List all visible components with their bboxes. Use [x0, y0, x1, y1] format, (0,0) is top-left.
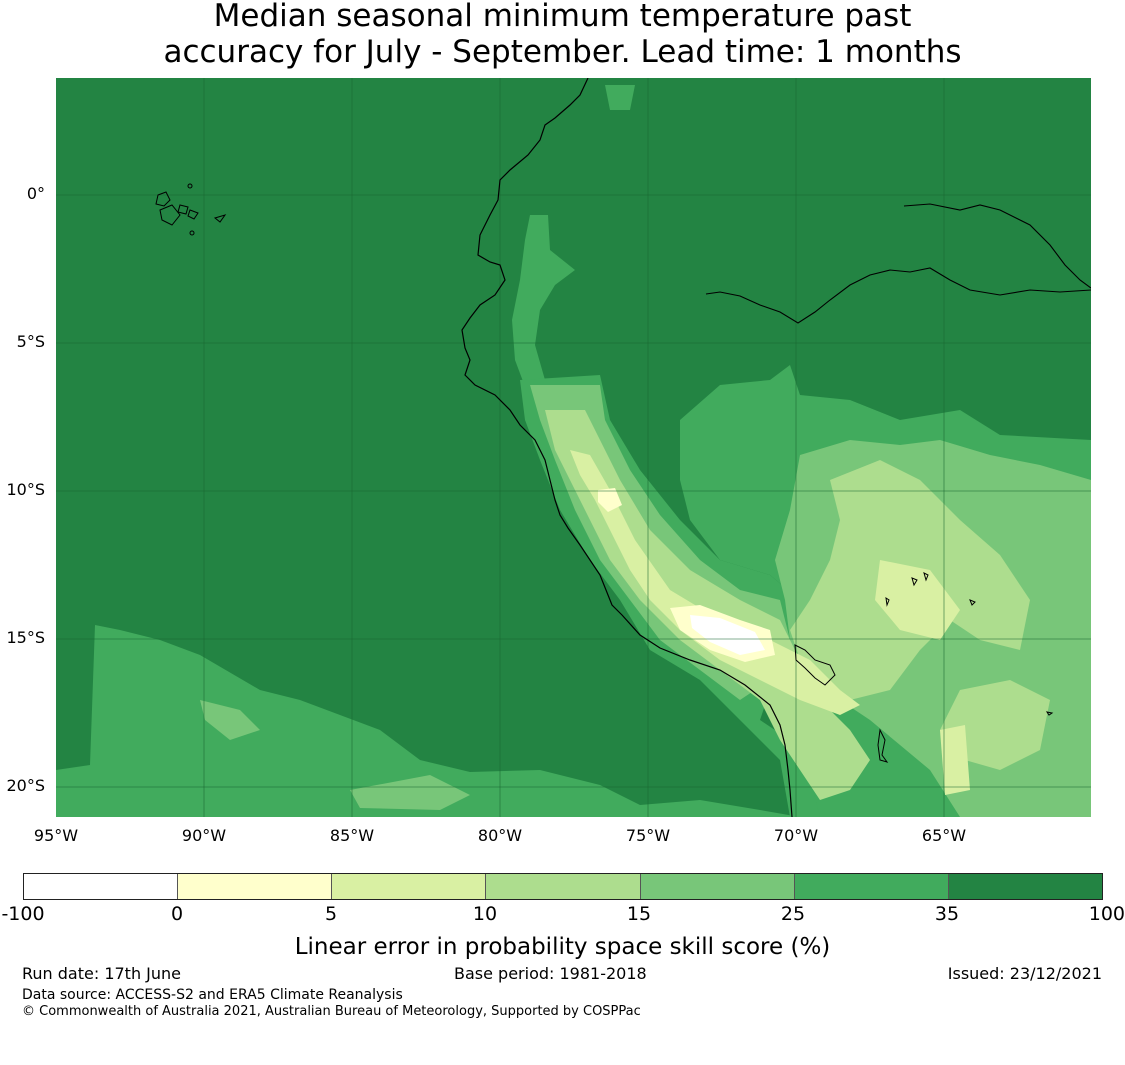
- lon-label-65w: 65°W: [921, 826, 967, 845]
- coastline: [461, 78, 793, 817]
- andes-white-core: [690, 615, 765, 655]
- lat-label-5s: 5°S: [16, 332, 45, 351]
- colorbar-segment: [948, 874, 1102, 899]
- colorbar-segment: [794, 874, 949, 899]
- run-date: Run date: 17th June: [22, 964, 182, 983]
- south-pale: [940, 725, 970, 795]
- colorbar-tick: 5: [324, 903, 338, 925]
- north-near-white: [598, 488, 622, 512]
- lon-label-80w: 80°W: [477, 826, 523, 845]
- river-north: [903, 203, 1091, 289]
- lat-label-0: 0°: [26, 184, 45, 203]
- north-andes-mid: [512, 215, 575, 400]
- colorbar-tick: 25: [780, 903, 806, 925]
- lon-label-90w: 90°W: [181, 826, 227, 845]
- colorbar-tick: 10: [472, 903, 498, 925]
- data-source: Data source: ACCESS-S2 and ERA5 Climate …: [22, 987, 403, 1003]
- colorbar-segment: [640, 874, 795, 899]
- ocean-light-band-2: [350, 775, 470, 810]
- issued-date: Issued: 23/12/2021: [947, 964, 1102, 983]
- map-title-line-2: accuracy for July - September. Lead time…: [163, 34, 962, 70]
- lakes: [794, 572, 1054, 763]
- andes-light: [545, 410, 870, 800]
- colorbar-segment: [332, 874, 487, 899]
- north-andes-mid-2: [605, 85, 635, 110]
- east-pale: [875, 560, 960, 640]
- south-light: [940, 680, 1050, 770]
- lon-label-85w: 85°W: [329, 826, 375, 845]
- colorbar-label: Linear error in probability space skill …: [294, 934, 831, 960]
- colorbar-tick: 15: [626, 903, 652, 925]
- colorbar-tick: 0: [170, 903, 184, 925]
- colorbar-segment: [486, 874, 641, 899]
- colorbar-segment: [178, 874, 333, 899]
- base-period: Base period: 1981-2018: [454, 964, 647, 983]
- grid-lines: [56, 78, 1091, 817]
- colorbar: [23, 873, 1103, 900]
- copyright: © Commonwealth of Australia 2021, Austra…: [22, 1004, 641, 1019]
- lon-label-75w: 75°W: [625, 826, 671, 845]
- colorbar-segment: [24, 874, 179, 899]
- galapagos-islands: [155, 183, 227, 236]
- ocean-mid-band: [56, 625, 800, 817]
- colorbar-tick: 35: [934, 903, 960, 925]
- map-title-line-1: Median seasonal minimum temperature past: [213, 0, 912, 34]
- lon-label-95w: 95°W: [33, 826, 79, 845]
- colorbar-tick: -100: [1, 903, 45, 925]
- lat-label-10s: 10°S: [6, 480, 45, 499]
- colorbar-tick: 100: [1088, 903, 1125, 925]
- ocean-light-band: [200, 700, 260, 740]
- river-napo-amazon: [705, 267, 1091, 324]
- lat-label-20s: 20°S: [6, 776, 45, 795]
- map-plot-area: [56, 78, 1091, 817]
- lat-label-15s: 15°S: [6, 628, 45, 647]
- andes-pale: [570, 450, 860, 715]
- lon-label-70w: 70°W: [773, 826, 819, 845]
